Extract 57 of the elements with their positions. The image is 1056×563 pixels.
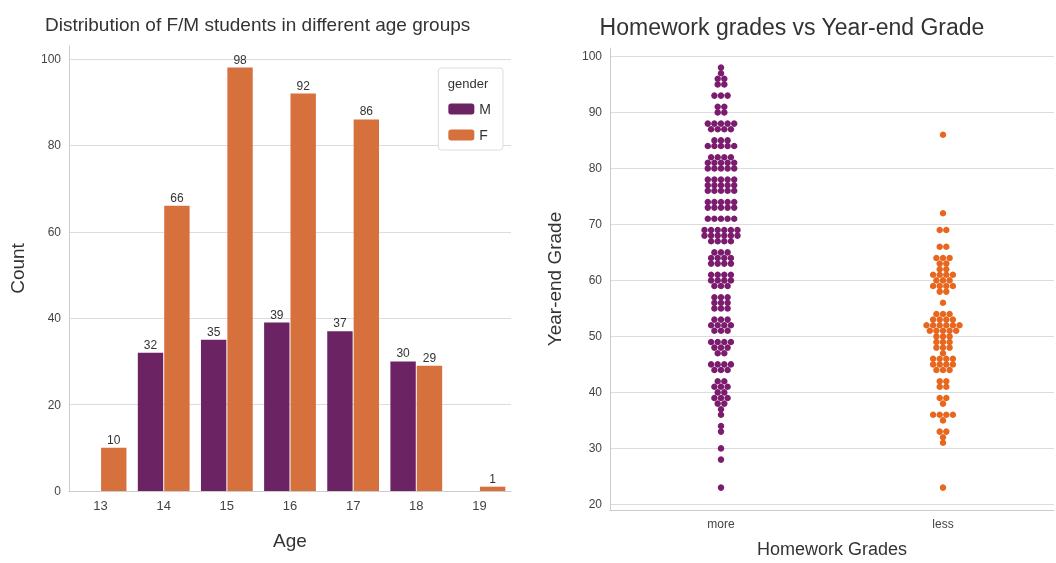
y-tick-label: 100 [40, 51, 62, 66]
y-tick-label: 30 [588, 441, 603, 456]
x-tick-label: 13 [93, 498, 108, 513]
x-tick-label: 14 [156, 498, 171, 513]
bar [200, 339, 227, 491]
bar [290, 93, 316, 491]
data-label: 86 [359, 104, 374, 119]
x-tick-label: 18 [409, 498, 424, 513]
chart-title: Homework grades vs Year-end Grade [599, 13, 985, 40]
y-tick-label: 40 [47, 311, 62, 326]
bar [353, 119, 380, 491]
y-tick-label: 20 [47, 397, 62, 412]
x-tick-label: 19 [472, 498, 487, 513]
data-label: 30 [396, 346, 411, 361]
data-label: 39 [270, 307, 284, 322]
y-axis-title: Year-end Grade [544, 211, 565, 347]
bar [101, 447, 127, 491]
data-label: 29 [422, 350, 437, 365]
x-axis-title: Homework Grades [756, 539, 908, 559]
bar [416, 365, 443, 491]
data-label: 98 [233, 52, 248, 67]
y-axis-title: Count [7, 242, 28, 294]
y-tick-label: 50 [588, 329, 603, 344]
bar [390, 361, 416, 491]
y-tick-label: 60 [47, 224, 62, 239]
legend-label: F [479, 127, 488, 143]
data-label: 32 [143, 337, 158, 352]
bar [164, 205, 190, 491]
bar [227, 67, 253, 491]
data-label: 66 [170, 190, 184, 205]
x-tick-label: 15 [219, 498, 235, 513]
chart-title: Distribution of F/M students in different age groups [45, 14, 471, 35]
x-tick-label: 16 [282, 498, 298, 513]
bar [264, 322, 290, 491]
data-label: 1 [489, 471, 497, 486]
y-tick-label: 0 [54, 484, 62, 498]
y-tick-label: 70 [588, 217, 603, 232]
legend-title: gender [447, 75, 489, 91]
y-tick-label: 40 [588, 385, 603, 400]
data-label: 10 [107, 432, 121, 447]
data-label: 37 [333, 316, 347, 331]
x-axis-title: Age [273, 530, 307, 551]
data-label: 92 [296, 78, 311, 93]
x-tick-label: more [707, 517, 735, 531]
y-tick-label: 100 [581, 49, 603, 64]
y-tick-label: 20 [588, 497, 603, 512]
bar [137, 352, 164, 491]
y-tick-label: 80 [47, 138, 62, 153]
legend-label: M [479, 101, 492, 117]
y-tick-label: 80 [588, 161, 603, 176]
y-tick-label: 60 [588, 273, 603, 288]
x-tick-label: less [932, 517, 954, 531]
x-tick-label: 17 [345, 498, 361, 513]
bar [479, 486, 506, 491]
y-tick-label: 90 [588, 105, 603, 120]
data-label: 35 [206, 324, 221, 339]
bar [327, 331, 353, 491]
